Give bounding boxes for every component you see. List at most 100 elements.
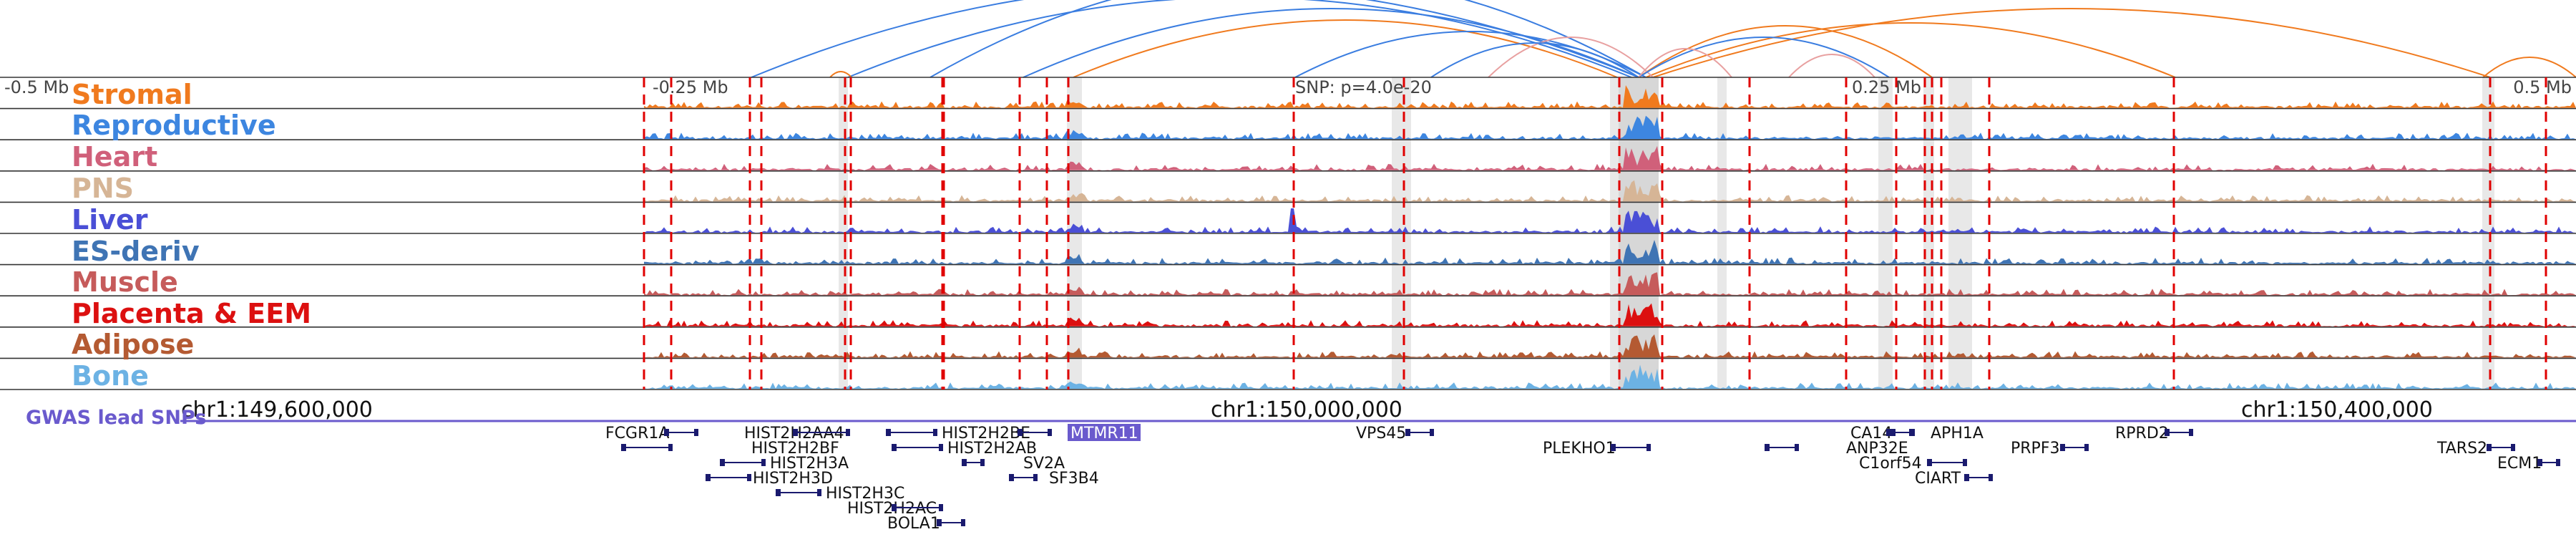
gene-exon xyxy=(939,444,943,451)
loop-arc xyxy=(1638,37,1890,78)
gene-exon xyxy=(1048,429,1052,436)
gene-label: HIST2H3C xyxy=(826,485,904,503)
gene-exon xyxy=(933,429,937,436)
gene-exon xyxy=(846,429,850,436)
gene-exon xyxy=(1795,444,1799,451)
gene-label: RPRD2 xyxy=(2115,425,2169,442)
gene-label: ECM1 xyxy=(2497,455,2542,473)
genome-axis-tick-2: chr1:150,000,000 xyxy=(1211,397,1402,422)
gene-plekho1[interactable]: PLEKHO1 xyxy=(1543,440,1651,458)
signal-track-8 xyxy=(644,334,2576,358)
gene-exon xyxy=(1405,429,1410,436)
gene-ecm1[interactable]: ECM1 xyxy=(2497,455,2560,473)
track-label-pns: PNS xyxy=(72,173,134,204)
loop-arc xyxy=(1645,22,2176,78)
track-label-muscle: Muscle xyxy=(72,266,178,298)
gene-c1orf54[interactable]: C1orf54 xyxy=(1859,455,1967,473)
gene-exon xyxy=(2165,429,2170,436)
loop-arc xyxy=(847,0,1632,78)
gene-exon xyxy=(720,459,725,466)
gene-hist2h2be[interactable]: HIST2H2BE xyxy=(886,425,1030,442)
gene-label: HIST2H2AB xyxy=(947,440,1037,458)
track-label-bone: Bone xyxy=(72,360,149,392)
gene-exon xyxy=(937,519,942,526)
track-label-es-deriv: ES-deriv xyxy=(72,236,200,267)
gene-label: SF3B4 xyxy=(1049,470,1099,488)
genome-axis-tick-3: chr1:150,400,000 xyxy=(2241,397,2433,422)
gene-exon xyxy=(2511,444,2515,451)
gene-exon xyxy=(2189,429,2193,436)
axis-label-right: 0.5 Mb xyxy=(2513,77,2572,97)
track-label-adipose: Adipose xyxy=(72,329,194,360)
gene-aph1a[interactable]: APH1A xyxy=(1886,425,1984,442)
gene-label: ANP32E xyxy=(1846,440,1908,458)
gene-hist2h2aa4[interactable]: HIST2H2AA4 xyxy=(744,425,850,442)
top-axis: -0.5 Mb -0.25 Mb SNP: p=4.0e-20 0.25 Mb … xyxy=(4,77,2572,97)
signal-peaks xyxy=(644,85,2576,389)
gene-vps45[interactable]: VPS45 xyxy=(1356,425,1434,442)
gene-label: HIST2H3D xyxy=(753,470,833,488)
gene-exon xyxy=(1765,444,1770,451)
gene-prpf3[interactable]: PRPF3 xyxy=(2011,440,2089,458)
gene-hist2h2ac[interactable]: HIST2H2AC xyxy=(847,500,943,518)
gene-exon xyxy=(1886,429,1891,436)
track-label-liver: Liver xyxy=(72,204,148,236)
gene-hist2h2ab[interactable]: HIST2H2AB xyxy=(892,440,1037,458)
loop-arc xyxy=(1652,8,2491,78)
gene-label: SV2A xyxy=(1023,455,1065,473)
gene-hist2h3d[interactable]: HIST2H3D xyxy=(706,470,833,488)
gene-mtmr11[interactable]: MTMR11 xyxy=(1018,424,1141,442)
gene-rprd2[interactable]: RPRD2 xyxy=(2115,425,2193,442)
gene-exon xyxy=(1009,474,1014,481)
gene-exon xyxy=(886,429,891,436)
gene-exon xyxy=(694,429,698,436)
gene-tars2[interactable]: TARS2 xyxy=(2436,440,2515,458)
loop-arc xyxy=(2482,57,2576,78)
gene-exon xyxy=(1963,459,1967,466)
gene-exon xyxy=(668,444,673,451)
genome-axis-tick-1: chr1:149,600,000 xyxy=(181,397,373,422)
gene-annotations: FCGR1AHIST2H2AA4HIST2H2BFHIST2H3AHIST2H3… xyxy=(605,424,2560,533)
gene-exon xyxy=(761,459,766,466)
gene-label: PLEKHO1 xyxy=(1543,440,1616,458)
gene-exon xyxy=(2537,459,2542,466)
gene-exon xyxy=(1611,444,1616,451)
track-labels: Stromal Reproductive Heart PNS Liver ES-… xyxy=(72,79,311,392)
gene-label: C1orf54 xyxy=(1859,455,1922,473)
vertical-markers xyxy=(643,77,2547,390)
track-label-placenta: Placenta & EEM xyxy=(72,298,311,329)
gene-exon xyxy=(1989,474,1993,481)
gene-exon xyxy=(793,429,798,436)
gene-exon xyxy=(1646,444,1651,451)
gene-label: HIST2H3A xyxy=(770,455,849,473)
gene-exon xyxy=(706,474,711,481)
gene-hist2h2bf[interactable]: HIST2H2BF xyxy=(621,440,839,458)
gene-highlight-box xyxy=(1068,424,1141,441)
loop-arc xyxy=(1638,48,1732,78)
loop-arc xyxy=(1788,54,1875,78)
gene-label: PRPF3 xyxy=(2011,440,2059,458)
loop-arc xyxy=(1430,42,1639,78)
gene-exon xyxy=(1018,429,1023,436)
gene-exon xyxy=(776,489,781,496)
chromatin-loop-arcs xyxy=(751,0,2576,78)
gene-exon xyxy=(664,429,669,436)
gene-exon xyxy=(1964,474,1969,481)
gwas-lead-snps-label: GWAS lead SNPs xyxy=(26,407,206,429)
gene-sf3b4[interactable]: SF3B4 xyxy=(1009,470,1099,488)
gene-bola1[interactable]: BOLA1 xyxy=(887,515,965,533)
gene-ciart[interactable]: CIART xyxy=(1915,470,1993,488)
gene-label: HIST2H2BF xyxy=(751,440,839,458)
gene-hist2h3a[interactable]: HIST2H3A xyxy=(720,455,849,473)
gene-sv2a[interactable]: SV2A xyxy=(962,455,1065,473)
gene-label: CIART xyxy=(1915,470,1961,488)
gene-fcgr1a[interactable]: FCGR1A xyxy=(605,425,698,442)
gene-hist2h3c[interactable]: HIST2H3C xyxy=(776,485,904,503)
loop-arc xyxy=(1073,19,1618,78)
gene-exon xyxy=(962,459,967,466)
loop-arc xyxy=(829,71,852,78)
gene-exon xyxy=(621,444,626,451)
gene-anp32e[interactable]: ANP32E xyxy=(1765,440,1908,458)
axis-label-snp: SNP: p=4.0e-20 xyxy=(1295,77,1432,97)
